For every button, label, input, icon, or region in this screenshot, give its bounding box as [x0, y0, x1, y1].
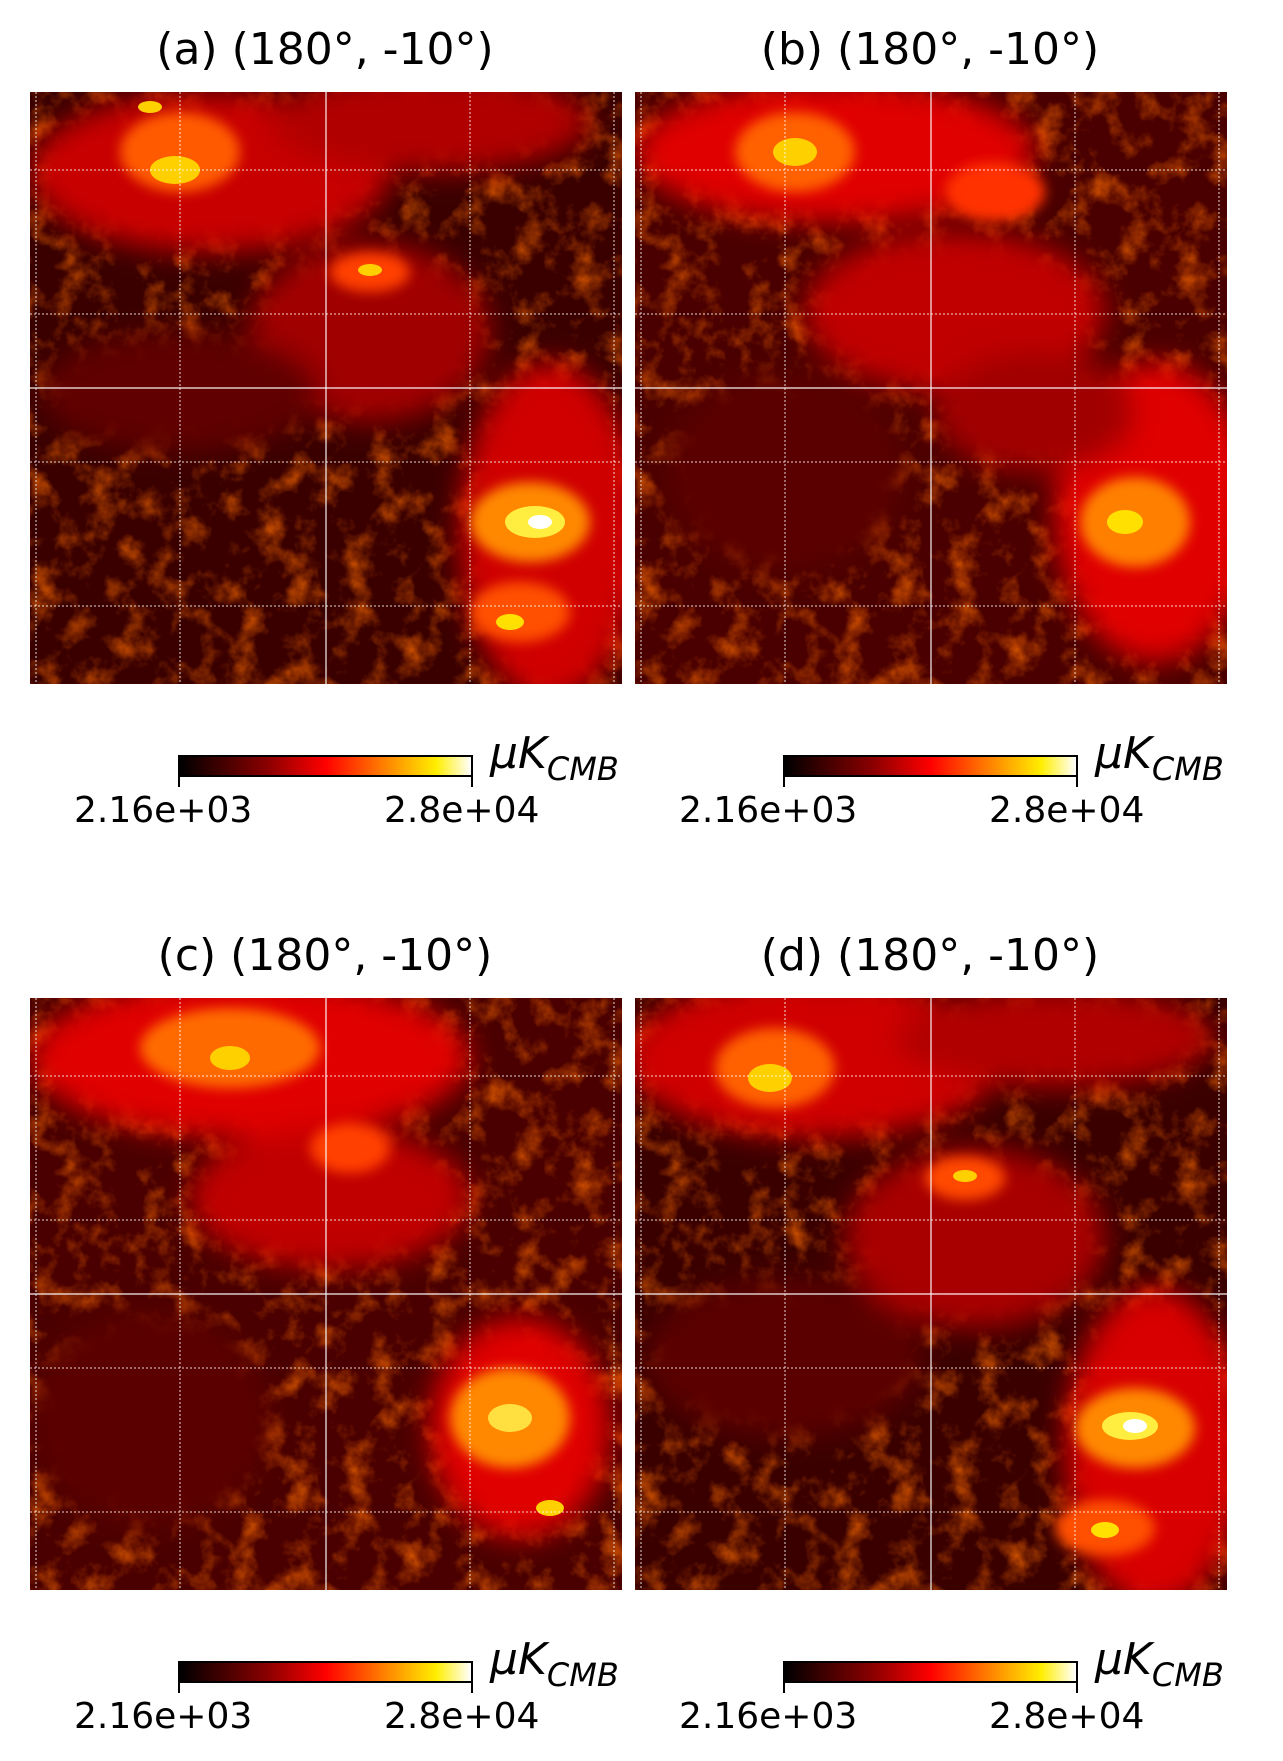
colorbar-gradient: [783, 1661, 1078, 1683]
panel-a: (a) (180°, -10°): [0, 0, 630, 840]
colorbar-min-label: 2.16e+03: [74, 790, 253, 831]
sky-map: [635, 998, 1227, 1590]
colorbar-min-label: 2.16e+03: [679, 1696, 858, 1737]
colorbar-min-tick: [783, 755, 785, 787]
colorbar-unit: μKCMB: [1095, 728, 1224, 789]
colorbar-max-label: 2.8e+04: [989, 1696, 1145, 1737]
colorbar-unit: μKCMB: [490, 1634, 619, 1695]
colorbar-gradient: [178, 755, 473, 777]
sky-map: [30, 92, 622, 684]
colorbar-gradient: [783, 755, 1078, 777]
colorbar-max-label: 2.8e+04: [989, 790, 1145, 831]
colorbar-max-tick: [1076, 1661, 1078, 1693]
colorbar-min-tick: [783, 1661, 785, 1693]
panel-title: (d) (180°, -10°): [760, 930, 1100, 981]
panel-title: (b) (180°, -10°): [760, 24, 1100, 75]
colorbar-max-tick: [1076, 755, 1078, 787]
panel-d: (d) (180°, -10°): [605, 906, 1283, 1756]
colorbar-min-tick: [178, 1661, 180, 1693]
colorbar-min-label: 2.16e+03: [74, 1696, 253, 1737]
panel-title: (c) (180°, -10°): [157, 930, 493, 981]
colorbar-max-tick: [471, 755, 473, 787]
colorbar-max-tick: [471, 1661, 473, 1693]
sky-map: [635, 92, 1227, 684]
colorbar-min-label: 2.16e+03: [679, 790, 858, 831]
sky-map: [30, 998, 622, 1590]
colorbar-unit: μKCMB: [490, 728, 619, 789]
panel-c: (c) (180°, -10°): [0, 906, 630, 1756]
colorbar-max-label: 2.8e+04: [384, 1696, 540, 1737]
panel-title: (a) (180°, -10°): [156, 24, 494, 75]
colorbar-unit: μKCMB: [1095, 1634, 1224, 1695]
colorbar-max-label: 2.8e+04: [384, 790, 540, 831]
colorbar-min-tick: [178, 755, 180, 787]
panel-b: (b) (180°, -10°): [605, 0, 1283, 840]
colorbar-gradient: [178, 1661, 473, 1683]
